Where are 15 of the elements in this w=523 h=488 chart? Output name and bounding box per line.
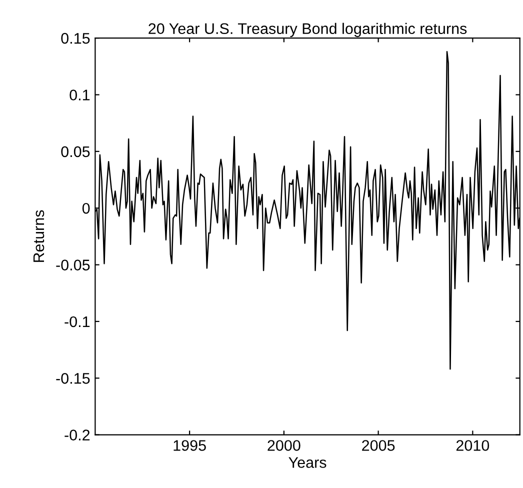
y-tick-label: 0.05 (61, 146, 90, 158)
x-tick-label: 2000 (268, 440, 300, 451)
y-tick-label: -0.05 (56, 260, 90, 270)
x-axis-title: Years (288, 457, 326, 468)
y-tick-label: 0 (82, 202, 90, 214)
y-tick-label: -0.15 (56, 373, 90, 384)
y-axis-title: Returns (33, 210, 44, 262)
chart-title: 20 Year U.S. Treasury Bond logarithmic returns (148, 22, 467, 38)
x-tick-label: 2005 (362, 440, 395, 451)
x-tick-label: 1995 (174, 440, 206, 451)
y-tick-label: -0.2 (64, 430, 90, 440)
y-tick-label: 0.1 (70, 90, 90, 100)
x-tick-label: 2010 (456, 440, 490, 451)
y-tick-label: 0.15 (61, 32, 90, 44)
y-tick-label: -0.1 (64, 316, 90, 328)
